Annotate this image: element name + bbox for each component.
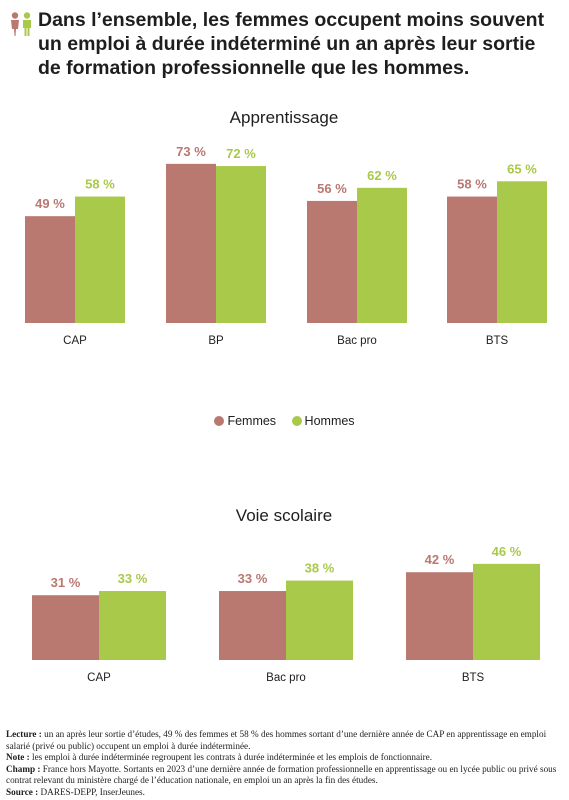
apprentissage-category-label-cap: CAP [63,335,87,347]
apprentissage-bar-hommes-bp [216,166,266,323]
note-champ-text: France hors Mayotte. Sortants en 2023 d’… [6,763,557,786]
apprentissage-data-label-hommes-bac-pro: 62 % [367,168,397,183]
note-source-text: DARES-DEPP, InserJeunes. [38,786,145,797]
legend-swatch-hommes [291,416,302,426]
note-champ-label: Champ : [6,763,41,774]
apprentissage-data-label-femmes-cap: 49 % [35,196,65,211]
voie-scolaire-bar-femmes-bac-pro [219,591,286,660]
apprentissage-bar-femmes-cap [25,216,75,323]
voie-scolaire-bar-femmes-cap [32,595,99,660]
charts-canvas: Apprentissage 49 % 58 % CAP 73 % 72 % BP 56 % 62… [25,108,547,684]
apprentissage-bar-femmes-bp [166,163,216,323]
note-lecture-label: Lecture : [6,729,42,739]
voie-scolaire-category-label-bts: BTS [462,672,485,684]
voie-scolaire-data-label-hommes-bts: 46 % [492,544,522,559]
chart-notes: Lecture : un an après leur sortie d’étud… [6,729,564,799]
voie-scolaire-bar-hommes-bac-pro [286,580,353,660]
legend-label-femmes: Femmes [227,414,277,428]
note-lecture: Lecture : un an après leur sortie d’étud… [6,729,564,752]
voie-scolaire-chart-title: Voie scolaire [236,506,332,525]
voie-scolaire-category-label-cap: CAP [87,672,111,684]
voie-scolaire-bar-hommes-cap [99,591,166,660]
voie-scolaire-data-label-femmes-cap: 31 % [51,575,81,590]
voie-scolaire-data-label-hommes-bac-pro: 38 % [305,561,335,576]
note-source-label: Source : [6,786,39,797]
note-note: Note : les emploi à durée indéterminée r… [6,752,564,764]
voie-scolaire-bar-hommes-bts [473,563,540,660]
note-note-text: les emploi à durée indéterminée regroupe… [29,752,433,763]
legend-swatch-femmes [214,416,225,426]
voie-scolaire-category-label-bac-pro: Bac pro [266,672,306,684]
apprentissage-bar-hommes-bac-pro [357,187,407,323]
apprentissage-chart-title: Apprentissage [230,108,339,127]
apprentissage-category-label-bp: BP [208,335,224,347]
apprentissage-data-label-hommes-bts: 65 % [507,161,537,176]
voie-scolaire-data-label-hommes-cap: 33 % [118,571,148,586]
page-title: Dans l’ensemble, les femmes occupent moi… [38,9,545,79]
note-note-label: Note : [6,752,30,763]
legend: Femmes Hommes [0,414,569,429]
apprentissage-bar-femmes-bac-pro [307,200,357,323]
voie-scolaire-bar-femmes-bts [406,572,473,660]
apprentissage-bar-hommes-cap [75,196,125,323]
apprentissage-data-label-hommes-bp: 72 % [226,146,256,161]
legend-item-hommes: Hommes [291,414,355,428]
apprentissage-data-label-hommes-cap: 58 % [85,177,115,192]
apprentissage-bar-hommes-bts [497,181,547,323]
people-icon [11,12,31,36]
voie-scolaire-data-label-femmes-bac-pro: 33 % [238,571,268,586]
note-source: Source : DARES-DEPP, InserJeunes. [6,787,564,799]
note-lecture-text: un an après leur sortie d’études, 49 % d… [6,729,547,751]
legend-item-femmes: Femmes [214,414,276,428]
legend-label-hommes: Hommes [304,414,355,428]
voie-scolaire-data-label-femmes-bts: 42 % [425,552,455,567]
apprentissage-bar-femmes-bts [447,196,497,323]
apprentissage-data-label-femmes-bac-pro: 56 % [317,181,347,196]
apprentissage-data-label-femmes-bp: 73 % [176,144,206,159]
note-champ: Champ : France hors Mayotte. Sortants en… [6,764,564,787]
apprentissage-category-label-bac-pro: Bac pro [337,335,377,347]
apprentissage-category-label-bts: BTS [486,335,509,347]
apprentissage-data-label-femmes-bts: 58 % [457,177,487,192]
